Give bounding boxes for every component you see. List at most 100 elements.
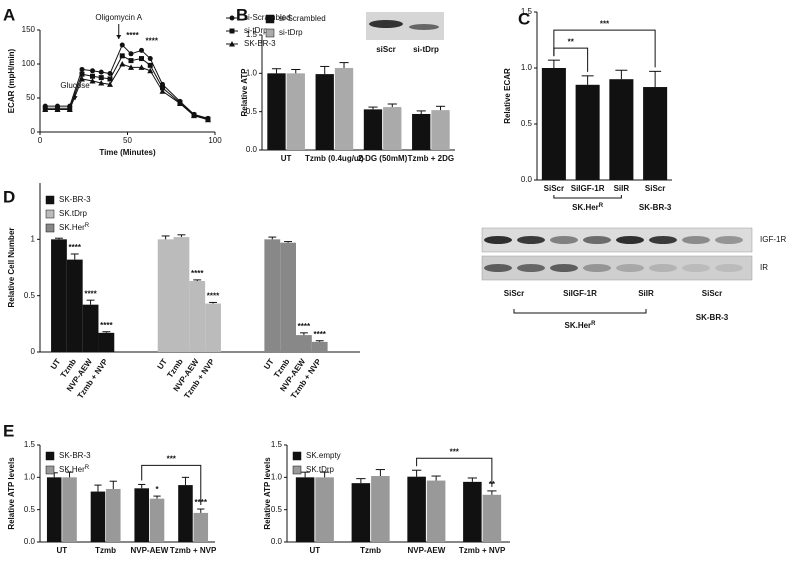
x-tick-label: Tzmb bbox=[360, 546, 381, 555]
marker bbox=[98, 80, 105, 86]
legend-label: si-tDrp bbox=[244, 26, 268, 35]
x-tick-label: Tzmb (0.4ug/ul) bbox=[305, 154, 364, 163]
blot-band bbox=[484, 236, 512, 244]
error-bar bbox=[416, 110, 426, 114]
y-tick-label: 0.5 bbox=[24, 505, 36, 514]
bar bbox=[643, 87, 668, 180]
x-tick-label: SiScr bbox=[544, 184, 564, 193]
blot-lane-label: SiIGF-1R bbox=[563, 289, 597, 298]
bar bbox=[311, 341, 328, 352]
error-bar bbox=[315, 340, 324, 342]
marker bbox=[89, 78, 96, 84]
legend-label: si-tDrp bbox=[279, 28, 303, 37]
error-bar bbox=[467, 477, 478, 482]
marker bbox=[42, 106, 49, 113]
bracket bbox=[141, 464, 202, 506]
blot-band bbox=[649, 264, 677, 272]
legend-label-text: si-Scrambled bbox=[279, 14, 326, 23]
bar bbox=[286, 73, 305, 150]
legend-label: SK.empty bbox=[306, 451, 341, 460]
bracket-label: *** bbox=[600, 19, 610, 28]
marker bbox=[98, 75, 104, 81]
group-bracket bbox=[553, 195, 622, 199]
legend-label-text: si-tDrp bbox=[279, 28, 303, 37]
blot-group-label: SK-BR-3 bbox=[696, 313, 729, 322]
legend-swatch bbox=[265, 14, 275, 24]
bar bbox=[371, 476, 390, 542]
legend-marker bbox=[229, 15, 235, 21]
blot-band bbox=[682, 236, 710, 244]
marker bbox=[66, 106, 73, 113]
blot-band bbox=[583, 236, 611, 244]
legend-label: SK-BR-3 bbox=[59, 195, 91, 204]
bar bbox=[106, 488, 121, 542]
x-tick-label: 50 bbox=[123, 136, 132, 145]
marker bbox=[147, 56, 153, 62]
marker bbox=[107, 76, 113, 82]
bracket bbox=[553, 29, 656, 68]
legend-swatch bbox=[292, 465, 302, 475]
error-bar bbox=[435, 105, 446, 111]
bar bbox=[463, 481, 482, 542]
blot-band bbox=[682, 264, 710, 272]
error-bar bbox=[161, 235, 170, 240]
marker bbox=[205, 116, 211, 123]
legend-label-text: SK.tDrp bbox=[306, 465, 335, 474]
significance: **** bbox=[126, 31, 139, 40]
bar bbox=[267, 73, 286, 150]
legend-swatch bbox=[292, 451, 302, 461]
blot-lane-label: siScr bbox=[376, 45, 396, 54]
y-tick-label: 1.0 bbox=[521, 63, 533, 72]
bar bbox=[178, 485, 193, 542]
x-tick-label: UT bbox=[281, 154, 292, 163]
blot-band bbox=[409, 24, 439, 30]
group-bracket bbox=[513, 309, 647, 314]
bar bbox=[412, 113, 431, 150]
legend-label-text: SK.tDrp bbox=[59, 209, 88, 218]
legend-swatch bbox=[45, 195, 55, 205]
panel-letter: E bbox=[3, 421, 14, 440]
legend-label-text: SK.Her bbox=[59, 465, 85, 474]
bar bbox=[134, 488, 149, 542]
legend-swatch bbox=[45, 465, 55, 475]
legend-label-text: si-tDrp bbox=[244, 26, 268, 35]
x-tick-label: UT bbox=[57, 546, 68, 555]
blot-band bbox=[484, 264, 512, 272]
marker bbox=[139, 56, 144, 62]
annotation: Glucose bbox=[60, 81, 90, 90]
error-bar bbox=[197, 508, 205, 513]
y-axis-label: Relative ATP levels bbox=[7, 457, 16, 530]
legend-swatch bbox=[45, 209, 55, 219]
bar bbox=[205, 303, 221, 352]
bar bbox=[82, 304, 99, 352]
x-tick-label: Tzmb bbox=[95, 546, 116, 555]
marker bbox=[159, 88, 166, 94]
y-tick-label: 0 bbox=[31, 127, 36, 136]
blot-band bbox=[517, 264, 545, 272]
x-tick-label: SiIR bbox=[614, 184, 630, 193]
legend-swatch bbox=[265, 28, 275, 38]
marker bbox=[128, 58, 134, 64]
legend-label-text: SK-BR-3 bbox=[59, 451, 91, 460]
marker bbox=[147, 62, 153, 68]
legend-swatch bbox=[45, 451, 55, 461]
bar bbox=[431, 110, 450, 150]
legend-label: SK.tDrp bbox=[306, 465, 335, 474]
legend-marker bbox=[229, 41, 235, 47]
bracket-label: *** bbox=[450, 447, 460, 456]
panel-letter: D bbox=[3, 187, 15, 206]
blot-lane-label: SiIR bbox=[638, 289, 654, 298]
group-label-text: SK.Her bbox=[572, 203, 599, 212]
y-tick-label: 1.5 bbox=[24, 440, 36, 449]
error-bar bbox=[153, 495, 161, 499]
bar bbox=[90, 491, 106, 542]
y-tick-label: 0.0 bbox=[271, 537, 283, 546]
blot-band bbox=[616, 264, 644, 272]
x-tick-label: SiIGF-1R bbox=[571, 184, 605, 193]
marker bbox=[79, 71, 85, 77]
significance: **** bbox=[69, 243, 82, 252]
y-tick-label: 0.5 bbox=[246, 107, 258, 116]
y-tick-label: 1.5 bbox=[521, 7, 533, 16]
